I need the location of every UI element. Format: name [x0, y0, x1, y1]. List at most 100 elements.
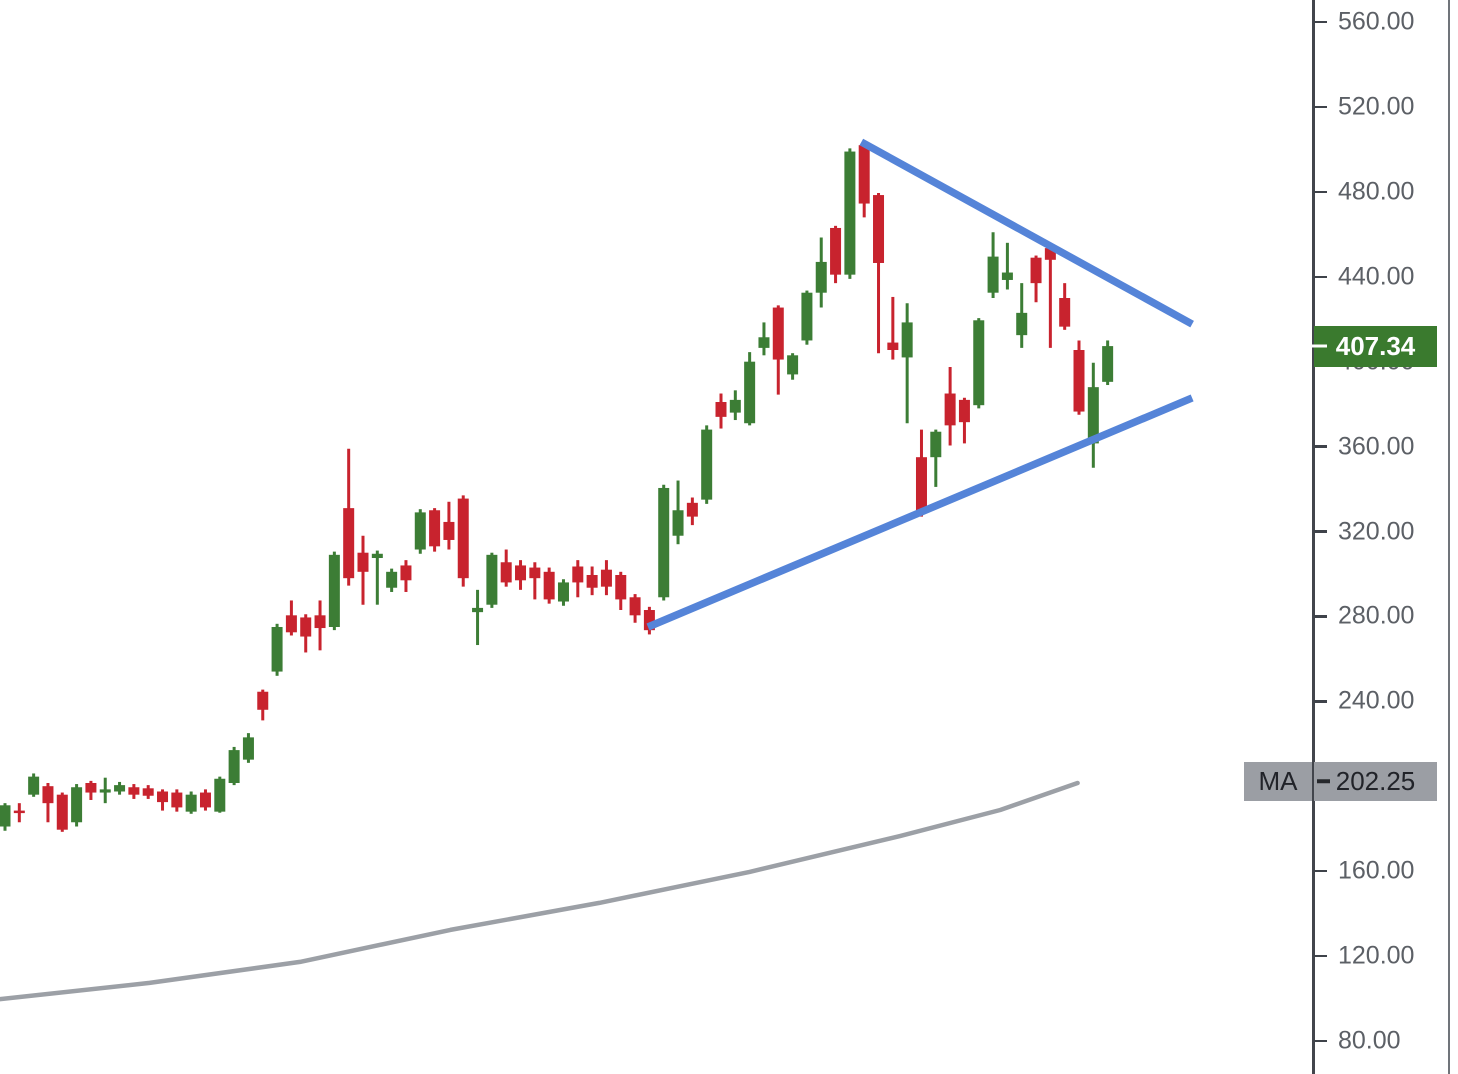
candle-up	[815, 237, 827, 308]
candle-down	[300, 614, 312, 653]
candle-up	[701, 425, 713, 504]
ma-value-badge: 202.25	[1314, 761, 1437, 801]
price-tick-mark	[1314, 105, 1327, 109]
candle-down	[171, 789, 183, 812]
candle-up	[1102, 340, 1114, 386]
candle-up	[557, 579, 569, 606]
candles	[0, 143, 1114, 832]
candle-up	[386, 568, 398, 592]
ma-value-text: 202.25	[1335, 766, 1416, 797]
candle-down	[572, 560, 584, 598]
candle-down	[85, 780, 97, 800]
price-tick-mark	[1314, 1039, 1327, 1043]
candle-up	[472, 589, 484, 646]
price-tick-label: 160.00	[1338, 856, 1415, 885]
candle-up	[1016, 283, 1028, 348]
candle-down	[858, 143, 870, 218]
candle-up	[744, 352, 756, 426]
candle-down	[958, 397, 970, 444]
candle-down	[457, 495, 469, 587]
candle-down	[42, 783, 54, 823]
candle-down	[543, 567, 555, 604]
price-tick-mark	[1314, 190, 1327, 194]
candle-down	[873, 192, 885, 354]
candle-up	[787, 353, 799, 380]
price-tick-mark	[1314, 20, 1327, 24]
candle-up	[71, 784, 83, 827]
candle-down	[13, 803, 25, 823]
price-tick-mark	[1314, 445, 1327, 448]
price-tick-label: 480.00	[1338, 177, 1415, 206]
trendline-lower[interactable]	[646, 394, 1194, 631]
candle-down	[257, 689, 269, 721]
candle-up	[658, 484, 670, 601]
ma-badge-tick-dash	[1317, 779, 1330, 784]
candle-up	[328, 551, 340, 631]
candle-up	[185, 791, 197, 814]
candle-down	[314, 600, 326, 651]
candle-down	[429, 508, 441, 552]
ma-label-badge: MA	[1244, 761, 1312, 801]
triangle-trendlines[interactable]	[646, 138, 1194, 631]
candle-down	[1073, 340, 1085, 415]
candle-up	[758, 322, 770, 356]
candle-up	[987, 232, 999, 299]
last-price-tick-dash	[1308, 344, 1327, 348]
candle-down	[887, 296, 899, 360]
candle-down	[443, 501, 455, 550]
price-tick-label: 320.00	[1338, 517, 1415, 545]
candle-up	[729, 390, 741, 421]
trendline-upper[interactable]	[859, 138, 1194, 328]
price-tick-mark	[1314, 869, 1327, 873]
candle-up	[901, 303, 913, 424]
price-tick-mark	[1314, 615, 1327, 618]
candle-down	[1044, 246, 1056, 348]
candle-up	[930, 429, 942, 487]
candle-up	[973, 318, 985, 409]
price-tick-label: 120.00	[1338, 941, 1415, 970]
candle-down	[615, 571, 627, 611]
candle-down	[915, 429, 927, 517]
candle-down	[830, 225, 842, 284]
candle-up	[114, 781, 126, 795]
candle-down	[357, 535, 369, 605]
candle-up	[0, 803, 11, 831]
candle-down	[199, 789, 211, 811]
last-price-text: 407.34	[1335, 331, 1416, 362]
candle-down	[686, 497, 698, 526]
price-tick-mark	[1314, 700, 1327, 703]
price-tick-label: 440.00	[1338, 262, 1415, 291]
candle-down	[400, 560, 412, 592]
candle-down	[944, 366, 956, 446]
candle-down	[142, 785, 154, 799]
candle-down	[715, 393, 727, 429]
candle-down	[157, 789, 169, 811]
candle-down	[1030, 255, 1042, 303]
price-tick-label: 520.00	[1338, 92, 1415, 121]
candle-down	[529, 562, 541, 600]
candle-down	[56, 792, 68, 832]
candle-down	[515, 560, 527, 590]
candle-down	[500, 549, 512, 587]
candle-up	[414, 509, 426, 554]
price-tick-label: 280.00	[1338, 601, 1415, 630]
candle-down	[343, 448, 355, 586]
price-tick-mark	[1314, 954, 1327, 958]
candle-up	[1087, 362, 1099, 468]
price-tick-label: 80.00	[1338, 1026, 1401, 1055]
candle-up	[1001, 242, 1013, 290]
price-tick-mark	[1314, 530, 1327, 533]
candle-up	[801, 290, 813, 345]
price-tick-label: 560.00	[1338, 7, 1415, 36]
candle-down	[285, 600, 297, 636]
last-price-badge: 407.34	[1308, 325, 1437, 367]
candle-down	[1059, 283, 1071, 330]
candle-down	[128, 784, 140, 799]
candle-up	[214, 776, 226, 813]
candle-up	[99, 777, 111, 804]
candle-up	[371, 550, 383, 605]
candle-up	[844, 148, 856, 279]
candle-up	[28, 773, 40, 797]
